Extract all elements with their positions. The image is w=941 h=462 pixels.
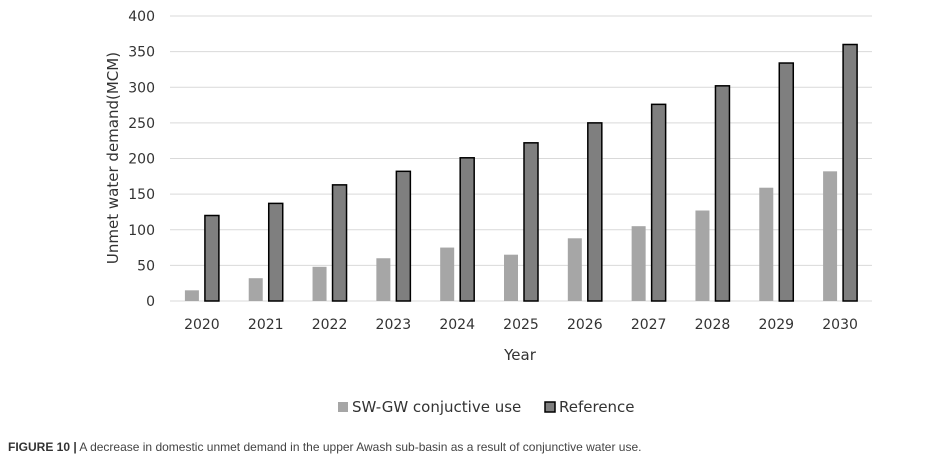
legend-swatch (544, 401, 556, 413)
bar-sw-gw (504, 254, 518, 301)
y-tick-label: 400 (128, 9, 155, 25)
x-tick-label: 2030 (822, 317, 858, 333)
x-tick-label: 2029 (758, 317, 794, 333)
y-tick-label: 200 (128, 152, 155, 168)
x-tick-label: 2027 (631, 317, 667, 333)
bar-reference (650, 103, 667, 302)
bar-sw-gw (376, 258, 391, 301)
y-tick-label: 350 (128, 45, 155, 61)
caption-text: A decrease in domestic unmet demand in t… (76, 440, 642, 454)
bar-reference (523, 142, 539, 302)
bar-reference (267, 202, 284, 302)
bar-sw-gw (184, 290, 199, 301)
x-axis-ticks: 2020 2021 2022 2023 2024 2025 2026 2027 2028 2029… (184, 317, 858, 333)
y-tick-label: 300 (128, 80, 155, 96)
bar-reference (778, 62, 795, 302)
y-tick-label: 250 (128, 116, 155, 132)
bar-sw-gw (440, 247, 455, 301)
bar-sw-gw (567, 238, 582, 301)
legend: SW-GW conjuctive use Reference (338, 398, 635, 416)
legend-swatch (338, 402, 348, 412)
x-tick-label: 2023 (376, 317, 412, 333)
legend-label: Reference (559, 398, 635, 416)
y-axis-ticks: 0 50 100 150 200 250 300 350 400 (128, 9, 155, 310)
x-tick-label: 2020 (184, 317, 220, 333)
bar-reference (395, 170, 412, 302)
bar-sw-gw (631, 226, 646, 301)
x-tick-label: 2024 (439, 317, 475, 333)
y-tick-label: 100 (128, 223, 155, 239)
x-tick-label: 2026 (567, 317, 603, 333)
x-tick-label: 2022 (312, 317, 348, 333)
y-tick-label: 0 (146, 294, 155, 310)
x-tick-label: 2028 (695, 317, 731, 333)
bar-sw-gw (759, 187, 774, 301)
x-tick-label: 2021 (248, 317, 284, 333)
legend-label: SW-GW conjuctive use (352, 398, 521, 416)
x-axis-title: Year (503, 346, 537, 364)
y-axis-title: Unmet water demand(MCM) (104, 52, 122, 264)
bar-reference (587, 122, 603, 302)
figure-caption: FIGURE 10 | A decrease in domestic unmet… (8, 440, 933, 454)
bars (184, 43, 858, 302)
bar-reference (842, 43, 858, 302)
bar-sw-gw (248, 278, 263, 301)
bar-sw-gw (823, 171, 838, 301)
x-tick-label: 2025 (503, 317, 539, 333)
y-tick-label: 50 (137, 258, 155, 274)
bar-reference (331, 184, 348, 302)
y-tick-label: 150 (128, 187, 155, 203)
bar-reference (714, 85, 731, 302)
figure-label: FIGURE 10 | (8, 440, 77, 454)
bar-sw-gw (695, 210, 710, 301)
bar-sw-gw (312, 266, 327, 301)
gridlines (170, 15, 872, 302)
bar-reference (204, 214, 220, 302)
bar-reference (459, 157, 475, 302)
